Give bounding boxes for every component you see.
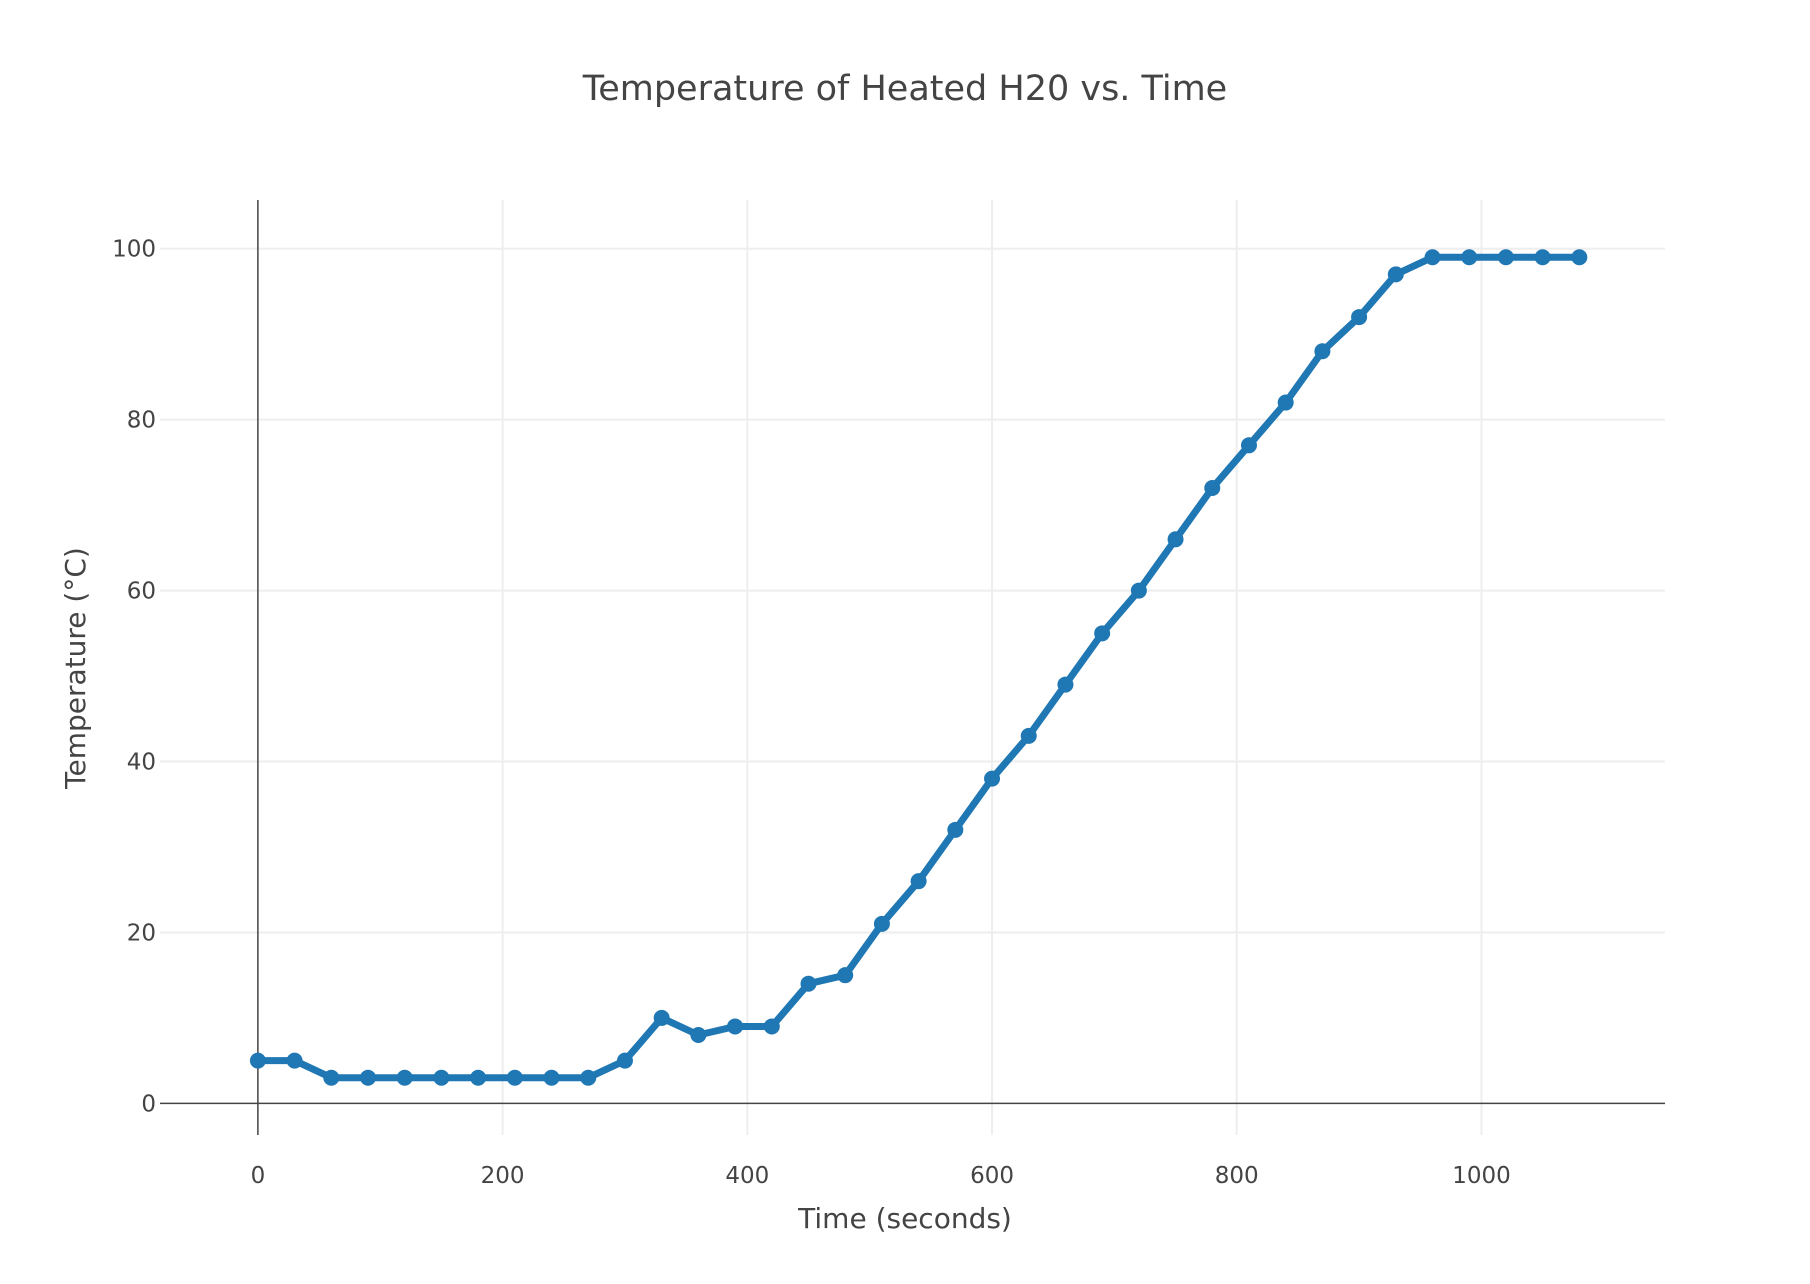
- y-tick-label: 0: [141, 1091, 156, 1117]
- data-point: [1020, 727, 1037, 744]
- data-point: [360, 1069, 377, 1086]
- series: [249, 249, 1588, 1086]
- data-point: [506, 1069, 523, 1086]
- data-point: [323, 1069, 340, 1086]
- data-point: [580, 1069, 597, 1086]
- y-tick-label: 80: [127, 408, 156, 434]
- y-tick-label: 20: [127, 920, 156, 946]
- y-tick-label: 40: [127, 750, 156, 776]
- data-point: [1461, 249, 1478, 266]
- x-tick-label: 800: [1215, 1163, 1259, 1189]
- y-tick-label: 100: [112, 237, 156, 263]
- y-tick-label: 60: [127, 579, 156, 605]
- data-point: [1130, 582, 1147, 599]
- data-point: [1534, 249, 1551, 266]
- data-point: [1094, 625, 1111, 642]
- data-point: [653, 1009, 670, 1026]
- data-point: [1387, 266, 1404, 283]
- data-point: [873, 915, 890, 932]
- data-point: [286, 1052, 303, 1069]
- data-point: [690, 1027, 707, 1044]
- x-tick-label: 1000: [1452, 1163, 1511, 1189]
- x-tick-label: 600: [970, 1163, 1014, 1189]
- grid-lines: [160, 200, 1665, 1135]
- data-point: [910, 873, 927, 890]
- data-point: [984, 770, 1001, 787]
- data-point: [1314, 343, 1331, 360]
- data-point: [727, 1018, 744, 1035]
- y-axis-title: Temperature (°C): [59, 547, 92, 790]
- data-point: [543, 1069, 560, 1086]
- data-point: [433, 1069, 450, 1086]
- chart-title: Temperature of Heated H20 vs. Time: [582, 69, 1227, 109]
- data-point: [1204, 480, 1221, 497]
- axes: [160, 200, 1665, 1135]
- data-point: [1424, 249, 1441, 266]
- data-point: [837, 967, 854, 984]
- data-point: [763, 1018, 780, 1035]
- x-tick-label: 400: [725, 1163, 769, 1189]
- data-point: [1057, 676, 1074, 693]
- x-axis-title: Time (seconds): [797, 1202, 1012, 1235]
- data-point: [1167, 531, 1184, 548]
- data-point: [249, 1052, 266, 1069]
- x-tick-label: 0: [251, 1163, 266, 1189]
- data-point: [616, 1052, 633, 1069]
- tick-labels: 0 200 400 600 800 1000 0 20 40 60 80 100: [112, 237, 1511, 1189]
- data-point: [800, 975, 817, 992]
- data-point: [947, 821, 964, 838]
- data-point: [396, 1069, 413, 1086]
- data-point: [1351, 309, 1368, 326]
- data-point: [1497, 249, 1514, 266]
- x-tick-label: 200: [481, 1163, 525, 1189]
- data-point: [470, 1069, 487, 1086]
- data-point: [1277, 394, 1294, 411]
- data-point: [1571, 249, 1588, 266]
- data-point: [1240, 437, 1257, 454]
